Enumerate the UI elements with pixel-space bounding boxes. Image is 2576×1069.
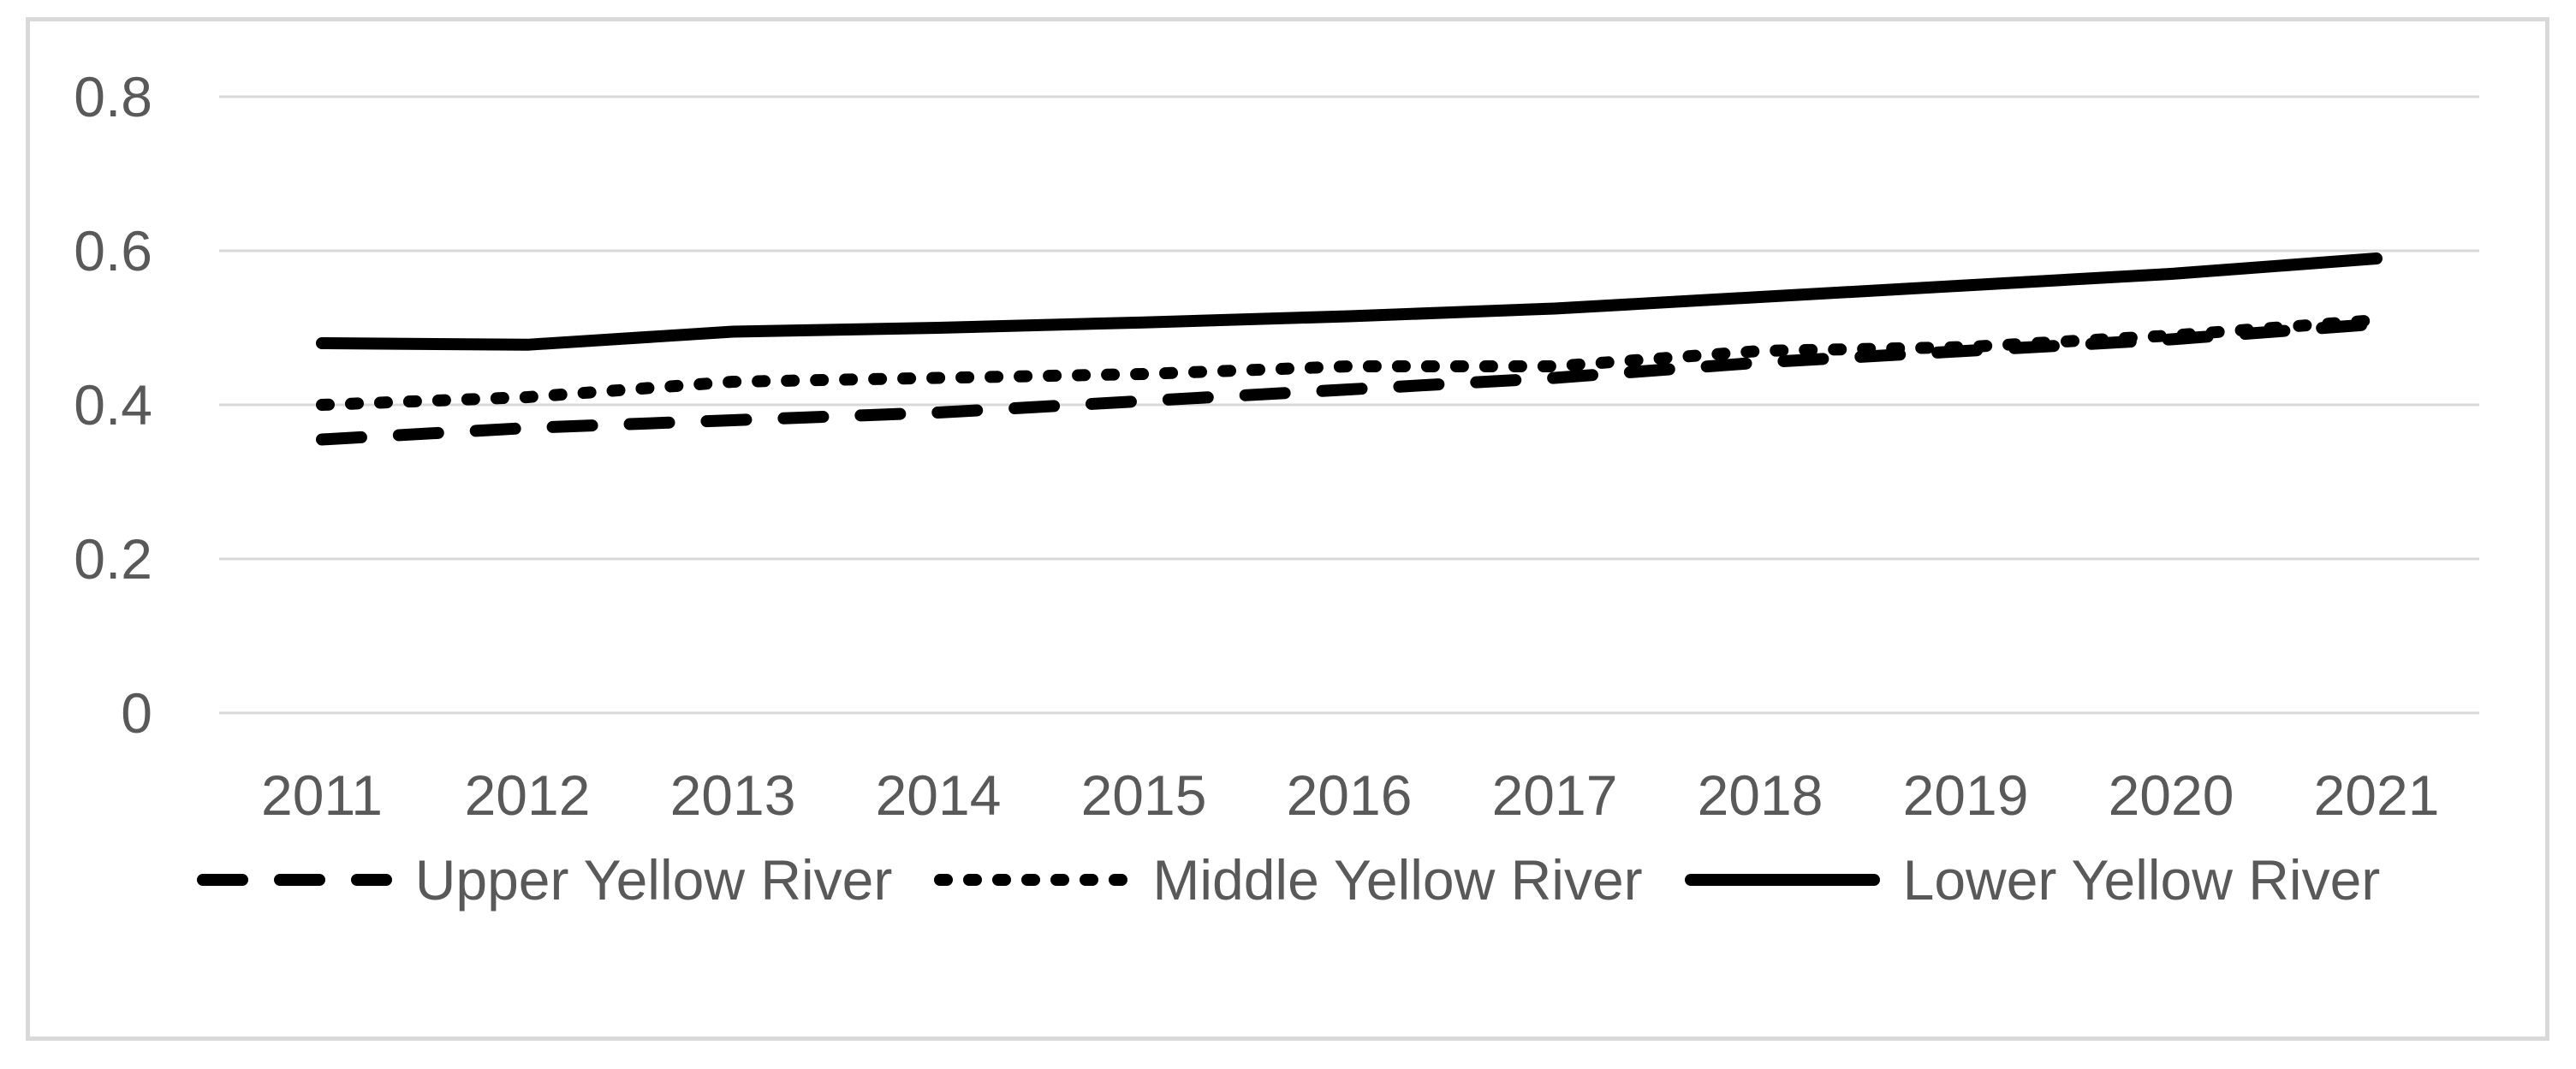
x-tick-label: 2020 (2109, 763, 2234, 827)
solid-line-icon (1684, 874, 1880, 886)
legend-label-middle-yellow-river: Middle Yellow River (1152, 848, 1643, 912)
long-dash-line-icon (196, 874, 392, 886)
short-dash-line-icon (934, 874, 1130, 886)
x-tick-label: 2014 (876, 763, 1002, 827)
series-line-lower-yellow-river (316, 252, 2383, 351)
x-tick-label: 2015 (1081, 763, 1207, 827)
x-tick-label: 2012 (465, 763, 591, 827)
x-tick-label: 2018 (1698, 763, 1823, 827)
x-tick-label: 2011 (261, 763, 383, 827)
legend-label-lower-yellow-river: Lower Yellow River (1902, 848, 2381, 912)
x-tick-label: 2017 (1492, 763, 1618, 827)
y-tick-label: 0.2 (74, 527, 152, 591)
y-tick-label: 0.8 (74, 65, 152, 128)
x-tick-label: 2021 (2314, 763, 2440, 827)
legend-item-middle-yellow-river: Middle Yellow River (933, 848, 1643, 912)
x-tick-label: 2019 (1903, 763, 2029, 827)
chart-legend: Upper Yellow River Middle Yellow River L… (0, 852, 2576, 908)
legend-item-lower-yellow-river: Lower Yellow River (1684, 848, 2381, 912)
x-tick-label: 2013 (670, 763, 796, 827)
y-tick-label: 0.4 (74, 373, 152, 437)
legend-item-upper-yellow-river: Upper Yellow River (196, 848, 893, 912)
y-tick-label: 0.6 (74, 219, 152, 282)
series-line-middle-yellow-river (316, 314, 2383, 411)
x-tick-label: 2016 (1287, 763, 1413, 827)
y-tick-label: 0 (121, 681, 152, 745)
legend-label-upper-yellow-river: Upper Yellow River (414, 848, 893, 912)
